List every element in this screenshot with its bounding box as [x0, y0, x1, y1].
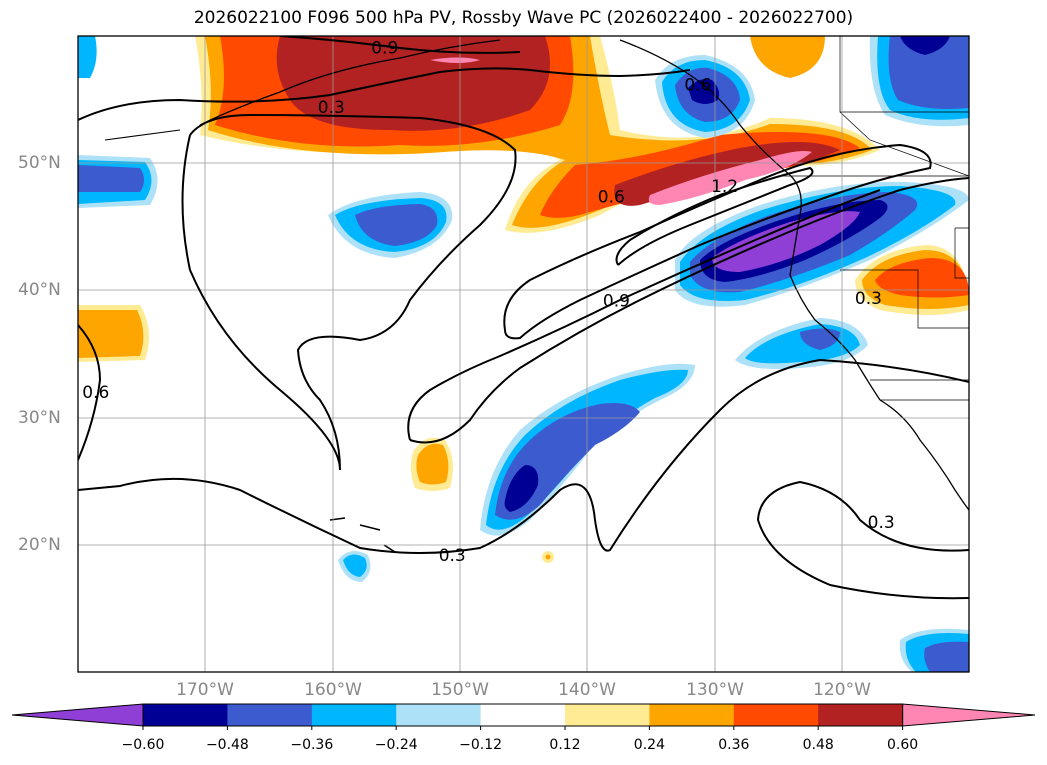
negative-anomaly-topright-3: [888, 36, 969, 109]
pv-contour-0.3-south: [78, 358, 969, 554]
contour-label-8: 0.3: [439, 546, 466, 566]
colorbar-tick-label-7: 0.36: [718, 737, 750, 753]
pv-contour-0.3-north: [78, 67, 691, 121]
contour-label-2: 0.3: [318, 98, 345, 118]
colorbar-tick-label-1: −0.48: [205, 737, 249, 753]
pv-contour-0.6-lower: [407, 189, 881, 441]
colorbar-tick-label-8: 0.48: [802, 737, 834, 753]
colorbar-tick-label-4: −0.12: [459, 737, 503, 753]
colorbar-segment-9: [818, 704, 904, 726]
positive-anomaly-west-2: [78, 310, 144, 358]
contour-label-0: 0.9: [371, 38, 398, 58]
colorbar-segment-4: [396, 704, 482, 726]
lat-label-30n: 30°N: [18, 408, 61, 428]
shading-layer: [78, 36, 969, 672]
contour-label-9: 0.3: [868, 513, 895, 533]
contour-label-4: 1.2: [711, 177, 738, 197]
lat-label-50n: 50°N: [18, 153, 61, 173]
colorbar-segment-6: [565, 704, 650, 726]
colorbar-extend-high: [902, 703, 1036, 727]
lon-label-130w: 130°W: [686, 680, 744, 700]
colorbar-tick-label-5: 0.12: [549, 737, 581, 753]
contour-label-6: 0.3: [855, 289, 882, 309]
negative-anomaly-coast-3: [800, 328, 840, 350]
pv-contour-1.2: [615, 166, 814, 266]
pv-contour-0.6-left: [78, 324, 102, 461]
negative-anomaly-mid-3: [355, 204, 438, 246]
map-title: 2026022100 F096 500 hPa PV, Rossby Wave …: [193, 8, 854, 28]
colorbar-segment-3: [311, 704, 397, 726]
negative-anomaly-northeast-4: [688, 79, 720, 104]
lon-label-120w: 120°W: [813, 680, 871, 700]
gridlines: [78, 36, 969, 672]
colorbar-tick-label-9: 0.60: [887, 737, 919, 753]
positive-anomaly-east-3: [875, 258, 969, 298]
colorbar-outline: [142, 703, 904, 727]
colorbar-segment-8: [733, 704, 819, 726]
negative-anomaly-trough-5: [712, 211, 860, 272]
contour-label-3: 0.6: [598, 187, 625, 207]
negative-anomaly-bottomright-3: [924, 641, 969, 672]
colorbar-tick-label-2: −0.36: [290, 737, 334, 753]
map-frame: [77, 35, 970, 673]
colorbar-tick-label-6: 0.24: [633, 737, 665, 753]
contour-labels: 0.9 0.6 0.3 0.6 1.2 0.9 0.3 0.6 0.3 0.3: [82, 38, 895, 566]
negative-anomaly-subtropical-4: [504, 465, 539, 512]
contour-label-5: 0.9: [603, 292, 630, 312]
lat-label-40n: 40°N: [18, 280, 61, 300]
negative-anomaly-west-top: [78, 36, 97, 78]
colorbar-tick-label-0: −0.60: [121, 737, 165, 753]
coastlines: [104, 39, 969, 553]
pv-contour-0.9: [503, 143, 932, 340]
contour-label-7: 0.6: [82, 383, 109, 403]
colorbar-segment-2: [227, 704, 313, 726]
lon-label-170w: 170°W: [176, 680, 234, 700]
contour-label-1: 0.6: [684, 75, 711, 95]
negative-anomaly-topright-4: [900, 36, 950, 55]
pv-contours: [78, 36, 969, 600]
lon-label-140w: 140°W: [558, 680, 616, 700]
colorbar-segment-5: [480, 704, 566, 726]
positive-anomaly-small-top: [750, 36, 825, 78]
pv-map: 0.9 0.6 0.3 0.6 1.2 0.9 0.3 0.6 0.3 0.3: [77, 35, 970, 673]
pv-contour-0.9-north: [279, 36, 521, 54]
negative-anomaly-west-3: [78, 165, 144, 192]
pv-contour-0.3-east: [756, 480, 969, 600]
colorbar-extend-low: [11, 703, 144, 727]
lat-label-20n: 20°N: [18, 535, 61, 555]
colorbar-segment-1: [143, 704, 228, 726]
colorbar-tick-label-3: −0.24: [374, 737, 418, 753]
negative-anomaly-small-2: [343, 554, 367, 577]
colorbar-segment-7: [649, 704, 735, 726]
pv-contour-0.6-main: [409, 177, 969, 444]
positive-anomaly-dot-core: [545, 554, 551, 560]
lon-label-150w: 150°W: [431, 680, 489, 700]
positive-anomaly-blob-2: [416, 443, 449, 485]
lon-label-160w: 160°W: [304, 680, 362, 700]
pv-contour-0.3-loop: [181, 113, 517, 471]
